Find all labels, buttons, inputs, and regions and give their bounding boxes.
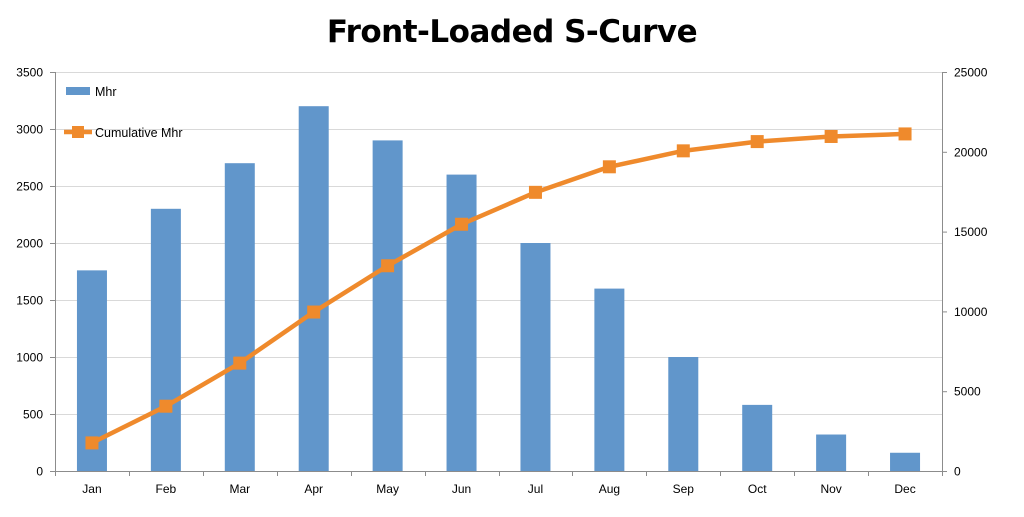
y-tick-label-left: 1500 [16,294,43,308]
bar [742,404,773,471]
x-tick-label: May [376,482,399,496]
line-point [602,160,616,174]
x-tick-label: Mar [229,482,250,496]
bar [224,163,255,471]
line-point [85,436,99,450]
bar [594,288,625,471]
line-point [159,399,173,413]
legend-label-cumulative-mhr: Cumulative Mhr [95,126,183,140]
gridlines [55,72,942,472]
bar [520,243,551,471]
line-point [528,185,542,199]
y-tick-label-right: 15000 [954,225,988,239]
chart-title: Front-Loaded S-Curve [326,14,698,50]
y-tick-label-right: 20000 [954,145,988,159]
x-tick-label: Jul [528,482,543,496]
x-tick-label: Sep [673,482,695,496]
line-point [381,259,395,273]
line-point [233,356,247,370]
x-tick-label: Aug [599,482,620,496]
y-tick-label-left: 500 [23,408,43,422]
y-tick-label-left: 2000 [16,237,43,251]
y-tick-label-right: 10000 [954,305,988,319]
y-tick-label-left: 3000 [16,123,43,137]
bar [150,208,181,472]
y-tick-label-right: 5000 [954,385,981,399]
x-tick-label: Dec [894,482,915,496]
x-tick-label: Oct [748,482,767,496]
line-point [676,144,690,158]
x-tick-label: Apr [304,482,323,496]
legend: Mhr Cumulative Mhr [64,85,183,140]
bar [298,106,329,471]
line-point [824,129,838,143]
y-tick-label-left: 2500 [16,180,43,194]
line-point [898,127,912,141]
y-tick-label-left: 3500 [16,66,43,80]
tick-labels: 0 500 1000 1500 2000 2500 3000 3500 0 5000 10000 15… [16,66,987,497]
legend-swatch-cumulative-marker [72,126,84,138]
y-tick-label-right: 0 [954,465,961,479]
legend-label-mhr: Mhr [95,85,117,99]
y-tick-label-left: 1000 [16,351,43,365]
line-point [750,135,764,149]
bar [372,140,403,471]
y-tick-label-right: 25000 [954,66,988,80]
y-tick-label-left: 0 [36,465,43,479]
bar [668,357,699,471]
x-tick-label: Feb [156,482,177,496]
bar [816,434,847,471]
cumulative-line-series [85,127,912,450]
bar-series [76,106,921,472]
x-tick-label: Jan [82,482,101,496]
axes [50,72,947,476]
line-point [307,305,321,319]
legend-swatch-mhr [66,87,90,95]
x-tick-label: Jun [452,482,471,496]
cumulative-line [89,131,908,446]
line-point [455,217,469,231]
bar [890,452,921,471]
x-tick-label: Nov [820,482,841,496]
